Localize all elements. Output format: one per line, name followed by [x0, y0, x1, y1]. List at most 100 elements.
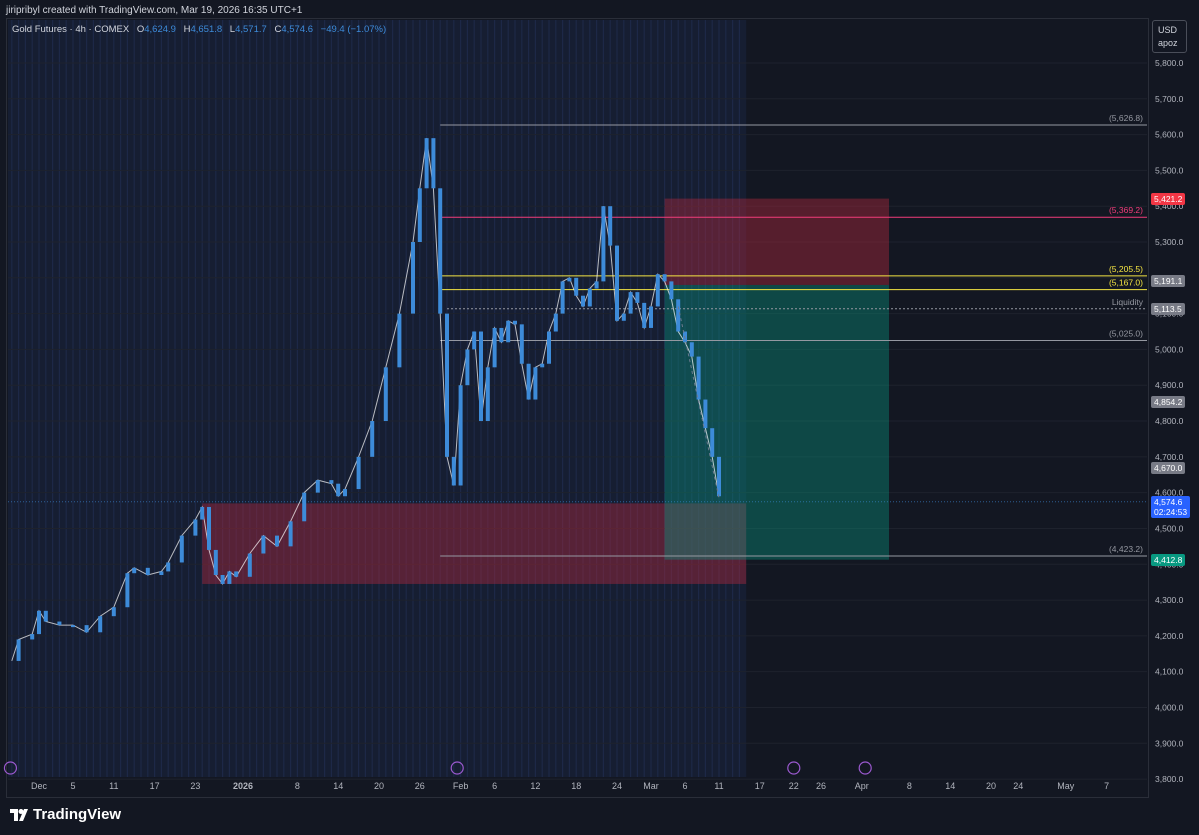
event-marker-icon[interactable] [3, 761, 18, 775]
candle[interactable] [662, 274, 667, 282]
candle[interactable] [336, 483, 341, 497]
candle[interactable] [519, 324, 524, 364]
candle[interactable] [111, 607, 116, 617]
x-tick-label: 20 [986, 781, 996, 791]
candle[interactable] [587, 288, 592, 307]
event-marker-icon[interactable] [858, 761, 872, 775]
candle[interactable] [288, 521, 293, 547]
candle[interactable] [649, 306, 653, 328]
candle[interactable] [445, 313, 449, 457]
candle[interactable] [370, 421, 375, 457]
y-tick-label: 5,600.0 [1155, 130, 1184, 140]
candle[interactable] [16, 639, 21, 661]
candle[interactable] [567, 277, 572, 282]
symbol-legend[interactable]: Gold Futures · 4h · COMEX O4,624.9 H4,65… [12, 24, 386, 35]
x-tick-label: 20 [374, 781, 384, 791]
x-tick-label: 11 [109, 781, 118, 791]
candle[interactable] [499, 327, 504, 343]
candle[interactable] [458, 385, 463, 486]
candle[interactable] [655, 274, 660, 307]
candle[interactable] [553, 313, 558, 332]
candle[interactable] [343, 489, 347, 497]
candle[interactable] [581, 295, 585, 307]
candle[interactable] [621, 313, 626, 321]
candle[interactable] [145, 567, 150, 575]
candle[interactable] [417, 188, 422, 242]
candle[interactable] [506, 320, 511, 343]
candle[interactable] [227, 571, 232, 584]
y-tick-label: 5,400.0 [1155, 201, 1184, 211]
candle[interactable] [696, 356, 701, 400]
candle[interactable] [492, 327, 497, 368]
candle[interactable] [159, 571, 164, 575]
candle[interactable] [383, 367, 388, 422]
candle[interactable] [547, 331, 551, 364]
candle[interactable] [125, 573, 130, 608]
candle[interactable] [315, 480, 320, 493]
candle[interactable] [608, 206, 613, 246]
candle[interactable] [302, 492, 307, 522]
candle[interactable] [37, 610, 41, 635]
candle[interactable] [479, 331, 483, 422]
candle[interactable] [200, 506, 205, 520]
candle[interactable] [560, 281, 565, 314]
event-marker-icon[interactable] [450, 761, 464, 775]
candle[interactable] [574, 277, 579, 296]
candle[interactable] [261, 535, 266, 554]
candle[interactable] [132, 567, 137, 574]
candle[interactable] [431, 138, 436, 189]
event-marker-icon[interactable] [787, 761, 801, 775]
candle[interactable] [247, 553, 252, 577]
candle[interactable] [601, 206, 606, 282]
candle[interactable] [275, 535, 279, 547]
x-tick-label: 5 [70, 781, 75, 791]
short-target-zone[interactable] [664, 284, 889, 560]
candle[interactable] [472, 331, 477, 350]
candle[interactable] [424, 138, 429, 189]
candle[interactable] [356, 456, 361, 490]
candle[interactable] [98, 616, 103, 633]
short-stop-zone[interactable] [664, 198, 889, 285]
candle[interactable] [485, 367, 490, 422]
low-value: 4,571.7 [235, 24, 267, 35]
candle[interactable] [642, 302, 647, 328]
tradingview-logo[interactable]: TradingView [10, 806, 121, 823]
candle[interactable] [43, 610, 48, 622]
candle[interactable] [628, 292, 633, 314]
symbol-name[interactable]: Gold Futures · 4h · COMEX [12, 24, 130, 35]
candle[interactable] [703, 399, 708, 429]
candle[interactable] [669, 281, 674, 300]
candle[interactable] [615, 245, 619, 321]
candle[interactable] [57, 621, 62, 626]
candle[interactable] [234, 571, 239, 577]
candle[interactable] [71, 625, 75, 628]
currency-selector[interactable]: USD apoz [1152, 20, 1187, 53]
candle[interactable] [193, 519, 198, 536]
price-tag: 4,574.6 02:24:53 [1151, 495, 1191, 518]
candle[interactable] [635, 292, 640, 303]
candle[interactable] [676, 299, 681, 332]
candle[interactable] [689, 342, 694, 357]
candle[interactable] [411, 242, 415, 314]
level-label: (5,025.0) [1109, 328, 1143, 338]
candle[interactable] [397, 313, 402, 368]
candle[interactable] [710, 428, 715, 457]
candle[interactable] [533, 367, 538, 400]
candle[interactable] [465, 349, 470, 386]
candle[interactable] [30, 634, 35, 640]
candle[interactable] [526, 363, 531, 400]
candle[interactable] [513, 320, 517, 325]
candle[interactable] [717, 456, 721, 497]
candle[interactable] [594, 281, 599, 289]
candle[interactable] [207, 506, 211, 550]
candle[interactable] [540, 363, 545, 368]
candle[interactable] [179, 535, 184, 563]
candle[interactable] [220, 575, 225, 584]
candle[interactable] [329, 480, 334, 484]
candle[interactable] [451, 456, 456, 486]
candle[interactable] [84, 625, 89, 633]
candle[interactable] [438, 188, 443, 314]
candle[interactable] [166, 562, 171, 572]
candle[interactable] [213, 549, 218, 575]
